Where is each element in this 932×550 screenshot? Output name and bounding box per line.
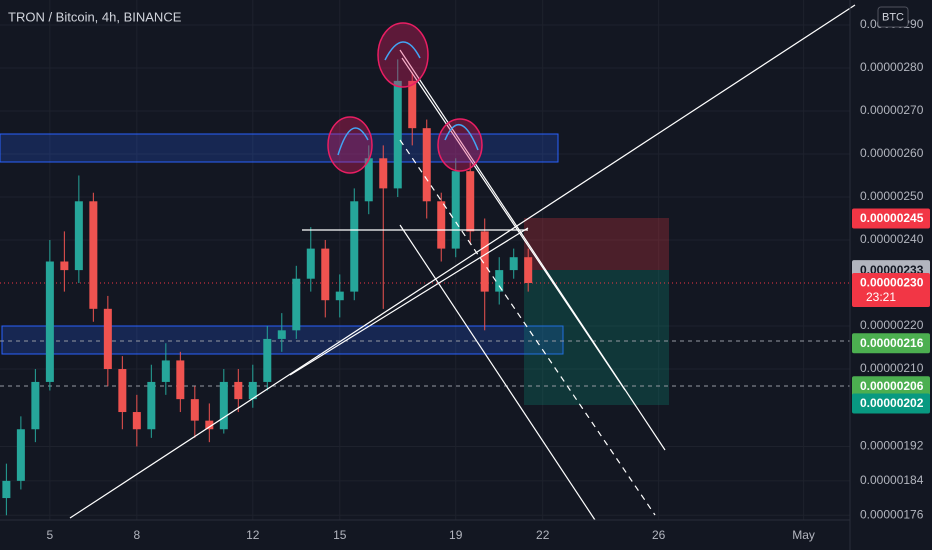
y-tick-label: 0.00000176 [860,507,924,521]
trendlines [69,4,856,521]
candle-body [205,420,214,430]
candle-body [350,201,359,292]
candle-body [45,261,54,382]
y-tick-label: 0.00000210 [860,361,924,375]
y-tick-label: 0.00000240 [860,232,924,246]
candle-body [379,158,388,189]
x-tick-label: 8 [133,528,140,542]
trendline [399,224,596,521]
candle-body [219,381,228,430]
candle-body [524,257,533,284]
candle-body [74,201,83,271]
price-label-bg [852,208,930,229]
candle-body [306,248,315,279]
candle-body [118,369,127,413]
arc [384,41,421,61]
price-label: 0.00000216 [860,336,924,350]
candle-body [60,261,69,271]
trendline [289,227,529,376]
x-tick-label: 15 [333,528,347,542]
shoulder-circle [327,116,373,174]
trendline [69,4,856,519]
zone [1,325,564,355]
arc [337,127,369,156]
candles [2,59,533,516]
price-label: 0.00000245 [860,211,924,225]
y-tick-label: 0.00000270 [860,103,924,117]
candle-body [16,429,25,481]
countdown: 23:21 [866,290,896,304]
x-tick-label: 22 [536,528,550,542]
stop-zone [524,218,669,270]
candle-body [321,248,330,301]
x-tick-label: 12 [246,528,260,542]
y-tick-label: 0.00000184 [860,473,924,487]
candle-body [190,399,199,421]
x-tick-label: 5 [47,528,54,542]
candle-body [480,231,489,292]
target-zone [524,270,669,405]
currency-label: BTC [882,11,904,23]
candle-body [277,330,286,339]
y-tick-label: 0.00000220 [860,318,924,332]
candle-body [103,308,112,370]
price-label-bg [852,376,930,397]
x-tick-label: 26 [652,528,666,542]
candle-body [292,278,301,331]
arc [444,123,479,151]
candle-body [393,80,402,189]
candle-body [161,360,170,382]
price-label-bg [852,333,930,354]
candle-body [2,480,11,499]
trendline [401,57,626,391]
candle-body [422,128,431,202]
candle-body [176,360,185,400]
candle-body [89,201,98,309]
candle-body [408,80,417,129]
y-tick-label: 0.00000250 [860,189,924,203]
candle-body [263,338,272,382]
currency-badge[interactable] [877,6,909,28]
candle-body [248,381,257,400]
y-tick-label: 0.00000192 [860,439,924,453]
candle-body [437,201,446,249]
candle-body [147,381,156,430]
price-label: 0.00000202 [860,396,924,410]
price-label-bg [852,393,930,414]
pattern-marks [327,22,483,174]
y-tick-label: 0.00000260 [860,146,924,160]
chart-title: TRON / Bitcoin, 4h, BINANCE [8,9,182,24]
trendline [399,139,656,516]
candle-body [451,171,460,249]
candle-body [31,381,40,430]
price-label: 0.00000230 [860,276,924,290]
candle-body [234,381,243,400]
y-tick-label: 0.00000280 [860,60,924,74]
price-label: 0.00000206 [860,379,924,393]
candle-body [509,257,518,271]
price-label-bg [852,273,930,308]
candle-body [132,412,141,430]
price-axis: 0.000002900.000002800.000002700.00000260… [852,17,930,521]
head-circle [377,22,429,88]
candle-body [495,270,504,292]
x-tick-label: 19 [449,528,463,542]
x-tick-label: May [792,528,815,542]
candle-body [364,158,373,202]
candle-body [466,171,475,232]
candle-body [335,291,344,301]
